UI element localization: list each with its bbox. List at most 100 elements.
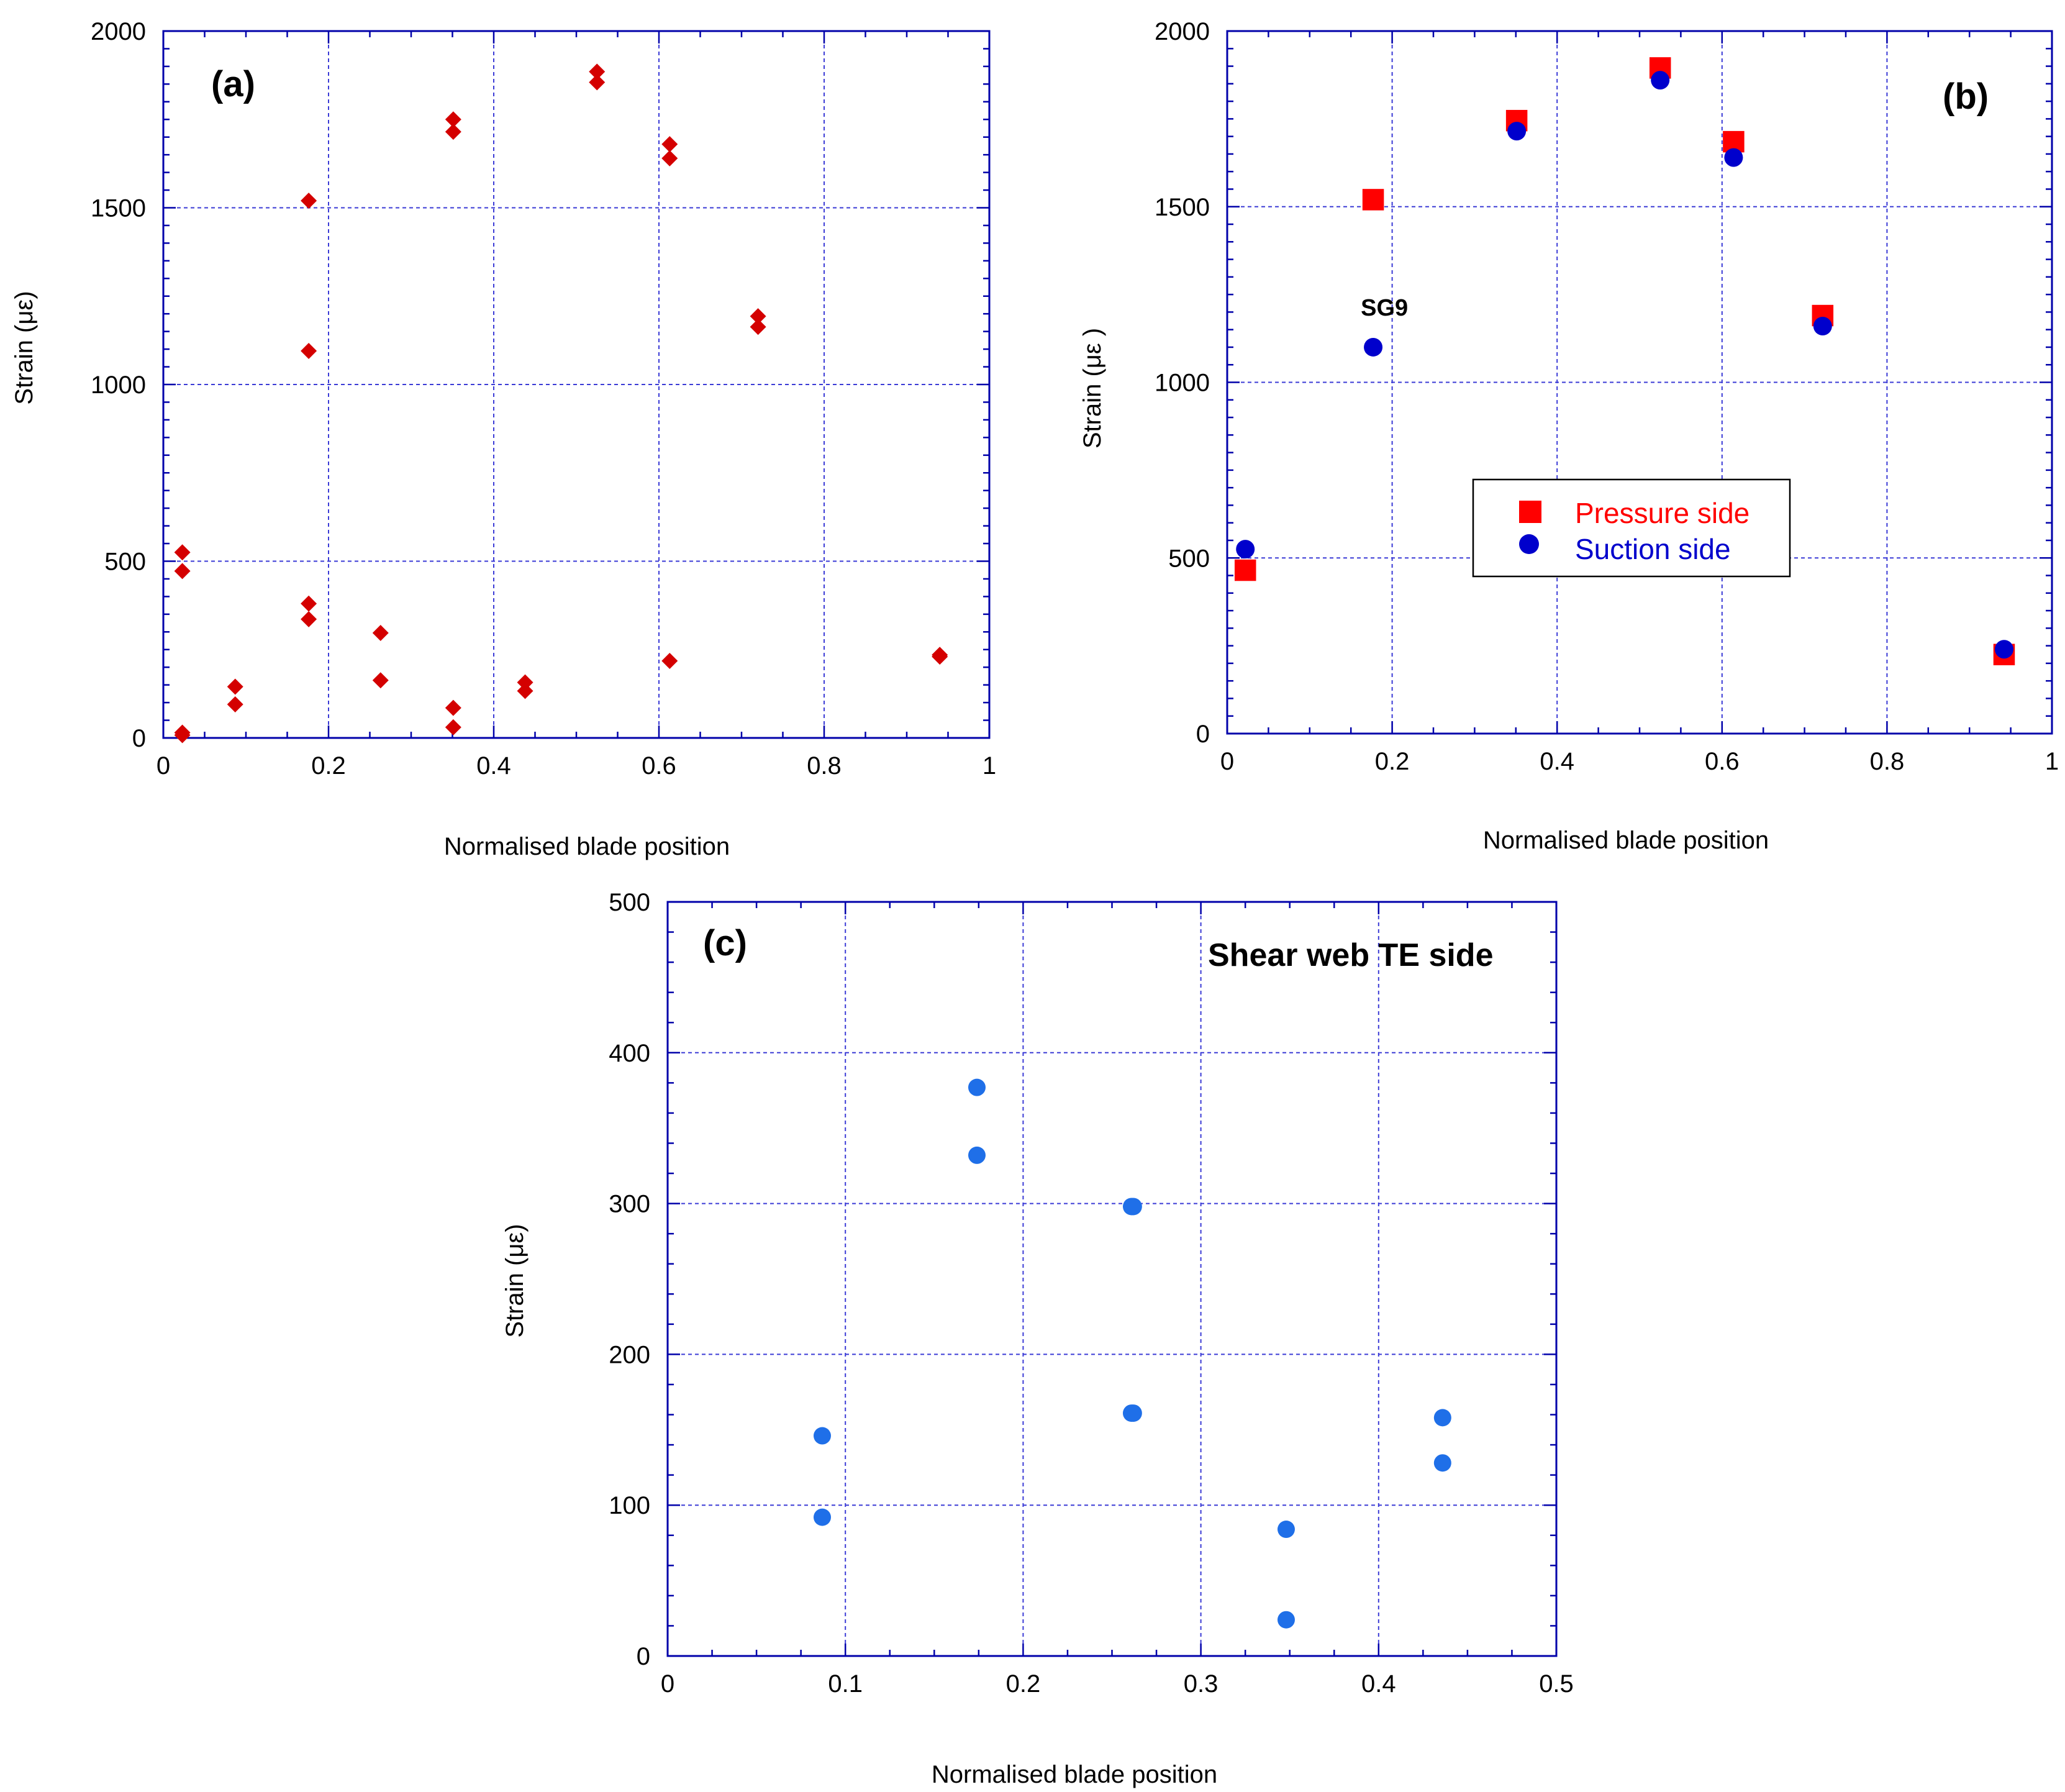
panel-a-y-tick-label: 500 [104, 548, 146, 576]
panel-b-annotation-sg9: SG9 [1361, 295, 1408, 321]
legend-suction-side-swatch [1519, 534, 1539, 554]
panel-b-suction-side-point [1364, 337, 1383, 357]
panel-c-shear-web-te-side-point [968, 1146, 986, 1164]
panel-a-strain-point [227, 696, 243, 712]
panel-a-strain-point [750, 308, 766, 325]
legend-suction-side-label: Suction side [1575, 533, 1731, 565]
panel-a-strain-point [372, 672, 389, 689]
panel-a-strain-point [227, 678, 243, 695]
panel-a-marks [174, 63, 948, 744]
panel-a-grid [163, 31, 989, 738]
panel-b-suction-side-point [1724, 148, 1743, 167]
panel-b-y-tick-label: 1500 [1155, 194, 1210, 221]
panel-b-suction-side-point [1507, 122, 1527, 141]
panel-a-strain-point [661, 652, 678, 669]
panel-a-y-tick-label: 1500 [91, 195, 146, 222]
panel-a-strain-point [372, 625, 389, 642]
panel-a-strain-point [301, 595, 317, 612]
panel-a-strain-point [750, 319, 766, 335]
panel-b-pressure-side-point [1234, 559, 1256, 581]
panel-b-suction-side-point [1236, 540, 1255, 559]
panel-a-strain-point [589, 63, 606, 80]
panel-a-strain-point [517, 674, 533, 691]
panel-b-annotations: SG9 [1361, 295, 1408, 321]
panel-a-x-tick-label: 0 [157, 752, 170, 780]
panel-b-x-tick-label: 1 [2045, 748, 2059, 775]
panel-a-x-axis-label: Normalised blade position [444, 833, 730, 860]
panel-c-shear-web-te-side-point [1433, 1454, 1451, 1472]
panel-a-strain-point [174, 544, 191, 561]
panel-c-y-axis-label: Strain (με) [501, 1224, 529, 1337]
panel-b-x-tick-label: 0 [1220, 748, 1234, 775]
panel-b-x-axis-label: Normalised blade position [1483, 827, 1769, 854]
panel-a-x-tick-label: 1 [983, 752, 996, 780]
panel-c-marks [813, 1078, 1451, 1629]
panel-c-title: Shear web TE side [1208, 937, 1494, 973]
panel-a-strain-point [661, 150, 678, 166]
panel-a-y-tick-label: 2000 [91, 18, 146, 45]
panel-a-strain-point [517, 683, 533, 699]
panel-a-y-axis-label: Strain (με) [11, 291, 38, 404]
panel-b-label: (b) [1943, 76, 1989, 117]
panel-c-grid [668, 902, 1556, 1656]
panel-c-shear-web-te-side-point [813, 1508, 831, 1526]
panel-b-marks [1234, 57, 2015, 666]
panel-c-tick-labels: 0 0.1 0.2 0.3 0.4 0.5 0 100 200 300 400 500 [609, 889, 1574, 1698]
panel-a-strain-point [589, 74, 606, 91]
panel-b-suction-side-point [1994, 640, 2013, 659]
panel-c-shear-web-te-side-point [968, 1078, 986, 1096]
panel-c-x-tick-label: 0.1 [828, 1670, 863, 1698]
panel-c-shear-web-te-side-point [1277, 1521, 1295, 1539]
panel-a-strain-point [174, 727, 191, 744]
panel-a-strain-point [445, 719, 461, 735]
panel-c-y-tick-label: 200 [609, 1341, 650, 1368]
panel-a-tick-labels: 0 0.2 0.4 0.6 0.8 1 0 500 1000 1500 2000 [91, 18, 996, 780]
panel-c-x-tick-label: 0.5 [1539, 1670, 1574, 1698]
panel-c-x-axis-label: Normalised blade position [932, 1761, 1217, 1788]
panel-a-chart: 0 0.2 0.4 0.6 0.8 1 0 500 1000 1500 2000 (a) Norma… [11, 18, 996, 860]
panel-b-pressure-side-point [1362, 189, 1384, 211]
panel-c-x-tick-label: 0.4 [1361, 1670, 1396, 1698]
panel-b-legend: Pressure side Suction side [1472, 478, 1791, 578]
panel-a-strain-point [174, 563, 191, 580]
panel-b-chart: 0 0.2 0.4 0.6 0.8 1 0 500 1000 1500 2000 SG9 (b) N… [1079, 18, 2059, 854]
panel-c-chart: 0 0.1 0.2 0.3 0.4 0.5 0 100 200 300 400 500 (c) She… [501, 889, 1574, 1788]
panel-c-x-tick-label: 0.3 [1184, 1670, 1219, 1698]
panel-b-x-tick-label: 0.4 [1540, 748, 1574, 775]
panel-c-shear-web-te-side-point [1277, 1611, 1295, 1629]
panel-b-y-tick-label: 500 [1168, 545, 1210, 572]
panel-a-x-tick-label: 0.2 [311, 752, 346, 780]
panel-b-x-tick-label: 0.8 [1870, 748, 1905, 775]
panel-c-y-tick-label: 400 [609, 1040, 650, 1067]
panel-b-y-axis-label: Strain (με ) [1079, 328, 1106, 448]
panel-a-strain-point [445, 111, 461, 128]
panel-b-tick-labels: 0 0.2 0.4 0.6 0.8 1 0 500 1000 1500 2000 [1155, 18, 2059, 775]
panel-c-shear-web-te-side-point [1124, 1198, 1142, 1216]
panel-a-strain-point [445, 124, 461, 140]
panel-b-y-tick-label: 1000 [1155, 370, 1210, 397]
panel-a-strain-point [301, 193, 317, 209]
panel-b-grid [1227, 31, 2052, 734]
legend-pressure-side-label: Pressure side [1575, 497, 1750, 529]
panel-a-label: (a) [211, 64, 255, 104]
panel-b-legend-box [1472, 478, 1791, 578]
panel-a-strain-point [661, 136, 678, 153]
panel-a-x-tick-label: 0.8 [807, 752, 842, 780]
panel-c-label: (c) [703, 923, 747, 963]
panel-c-y-tick-label: 500 [609, 889, 650, 916]
panel-c-x-tick-label: 0.2 [1006, 1670, 1041, 1698]
panel-a-strain-point [301, 611, 317, 627]
panel-b-y-tick-label: 2000 [1155, 18, 1210, 45]
panel-b-y-tick-label: 0 [1196, 721, 1210, 748]
panel-c-shear-web-te-side-point [1433, 1409, 1451, 1427]
panel-c-y-tick-label: 300 [609, 1191, 650, 1218]
panel-b-suction-side-point [1651, 71, 1670, 90]
panel-c-shear-web-te-side-point [813, 1427, 831, 1445]
panel-b-ticks [1226, 30, 2053, 735]
panel-c-plot-frame [666, 901, 1558, 1657]
panel-b-x-tick-label: 0.6 [1705, 748, 1740, 775]
panel-a-x-tick-label: 0.4 [476, 752, 511, 780]
panel-a-strain-point [301, 342, 317, 359]
legend-pressure-side-swatch [1519, 501, 1541, 523]
panel-a-strain-point [445, 699, 461, 716]
